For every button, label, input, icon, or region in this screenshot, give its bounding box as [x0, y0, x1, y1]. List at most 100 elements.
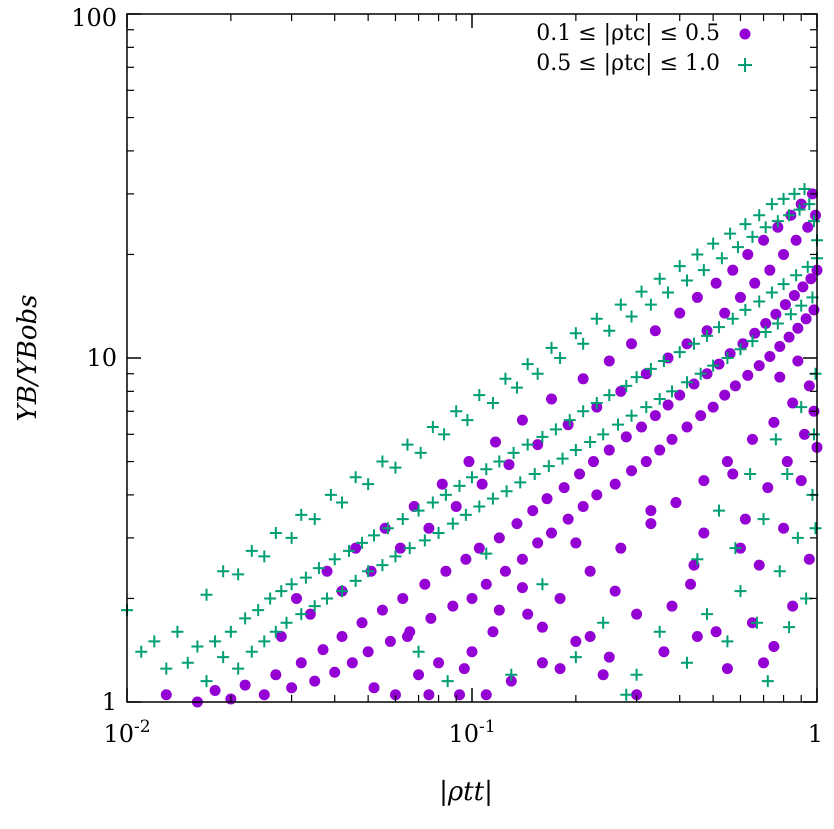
data-point — [439, 488, 452, 501]
data-point — [577, 337, 590, 350]
data-point — [681, 376, 694, 389]
data-point — [329, 666, 341, 678]
data-point — [739, 303, 752, 316]
data-point — [473, 389, 486, 402]
data-point — [545, 341, 558, 354]
data-point — [658, 646, 670, 658]
data-point — [499, 565, 511, 577]
data-point — [791, 531, 804, 544]
data-point — [466, 646, 478, 658]
data-point — [413, 669, 425, 681]
data-point — [521, 438, 534, 451]
data-point — [809, 209, 821, 221]
data-point — [597, 428, 610, 441]
data-point — [458, 663, 470, 675]
data-point — [308, 600, 321, 613]
data-point — [275, 585, 288, 598]
data-point — [626, 338, 638, 350]
data-point — [807, 215, 820, 228]
data-point — [349, 574, 362, 587]
data-point — [295, 508, 308, 521]
data-point — [666, 433, 678, 445]
data-point — [792, 322, 804, 334]
data-point — [620, 431, 632, 443]
data-point — [777, 278, 790, 291]
data-point — [252, 604, 265, 617]
data-point — [584, 631, 596, 643]
data-point — [784, 308, 797, 321]
data-point — [809, 522, 822, 535]
data-point — [681, 274, 694, 287]
data-point — [308, 513, 321, 526]
data-point — [239, 679, 251, 691]
data-point — [556, 452, 569, 465]
data-point — [707, 359, 720, 372]
data-point — [765, 198, 778, 211]
data-point — [681, 656, 694, 669]
legend-label-series-1: 0.1 ≤ |ρtc| ≤ 0.5 — [536, 21, 720, 46]
data-point — [349, 471, 362, 484]
data-point — [753, 295, 766, 308]
data-point — [783, 621, 796, 634]
legend: 0.1 ≤ |ρtc| ≤ 0.5 0.5 ≤ |ρtc| ≤ 1.0 — [536, 21, 752, 76]
data-point — [258, 635, 271, 648]
data-point — [160, 689, 172, 701]
data-point — [514, 476, 527, 489]
data-point — [536, 430, 549, 443]
data-point — [531, 367, 544, 380]
data-point — [603, 651, 615, 663]
data-point — [217, 651, 230, 664]
data-point — [710, 626, 722, 638]
data-point — [401, 438, 414, 451]
data-point — [721, 635, 734, 648]
data-point — [691, 291, 703, 303]
data-point — [666, 600, 678, 612]
series-1 — [160, 188, 823, 708]
data-point — [135, 645, 148, 658]
data-point — [778, 248, 790, 260]
data-point — [707, 401, 719, 413]
data-point — [729, 380, 741, 392]
legend-marker-series-1 — [739, 28, 751, 40]
x-tick-label: 10-1 — [448, 717, 495, 748]
data-point — [673, 346, 686, 359]
data-point — [630, 371, 643, 384]
data-point — [532, 537, 544, 549]
data-point — [505, 668, 518, 681]
x-tick-label: 10-2 — [103, 717, 150, 748]
data-point — [625, 310, 638, 323]
data-point — [461, 414, 474, 427]
data-point — [797, 281, 809, 293]
data-point — [798, 182, 811, 195]
data-point — [432, 526, 445, 539]
data-point — [688, 378, 700, 390]
data-point — [588, 456, 600, 468]
data-point — [609, 585, 621, 597]
data-point — [710, 277, 722, 289]
data-point — [490, 436, 502, 448]
data-point — [726, 312, 739, 325]
data-point — [200, 588, 213, 601]
data-point — [148, 635, 161, 648]
data-point — [493, 455, 506, 468]
data-point — [453, 479, 466, 492]
data-point — [603, 324, 616, 337]
data-point — [499, 372, 512, 385]
data-point — [695, 410, 707, 422]
data-point — [389, 550, 402, 563]
data-point — [803, 198, 816, 211]
data-point — [304, 608, 316, 620]
data-point — [640, 368, 652, 380]
data-point — [511, 518, 523, 530]
data-point — [681, 421, 693, 433]
data-point — [681, 338, 693, 350]
data-point — [777, 192, 790, 205]
data-point — [317, 644, 329, 656]
legend-marker-series-2 — [738, 58, 752, 72]
data-point — [436, 478, 448, 490]
data-point — [376, 604, 388, 616]
data-point — [626, 465, 638, 477]
data-point — [503, 459, 515, 471]
data-point — [584, 565, 596, 577]
